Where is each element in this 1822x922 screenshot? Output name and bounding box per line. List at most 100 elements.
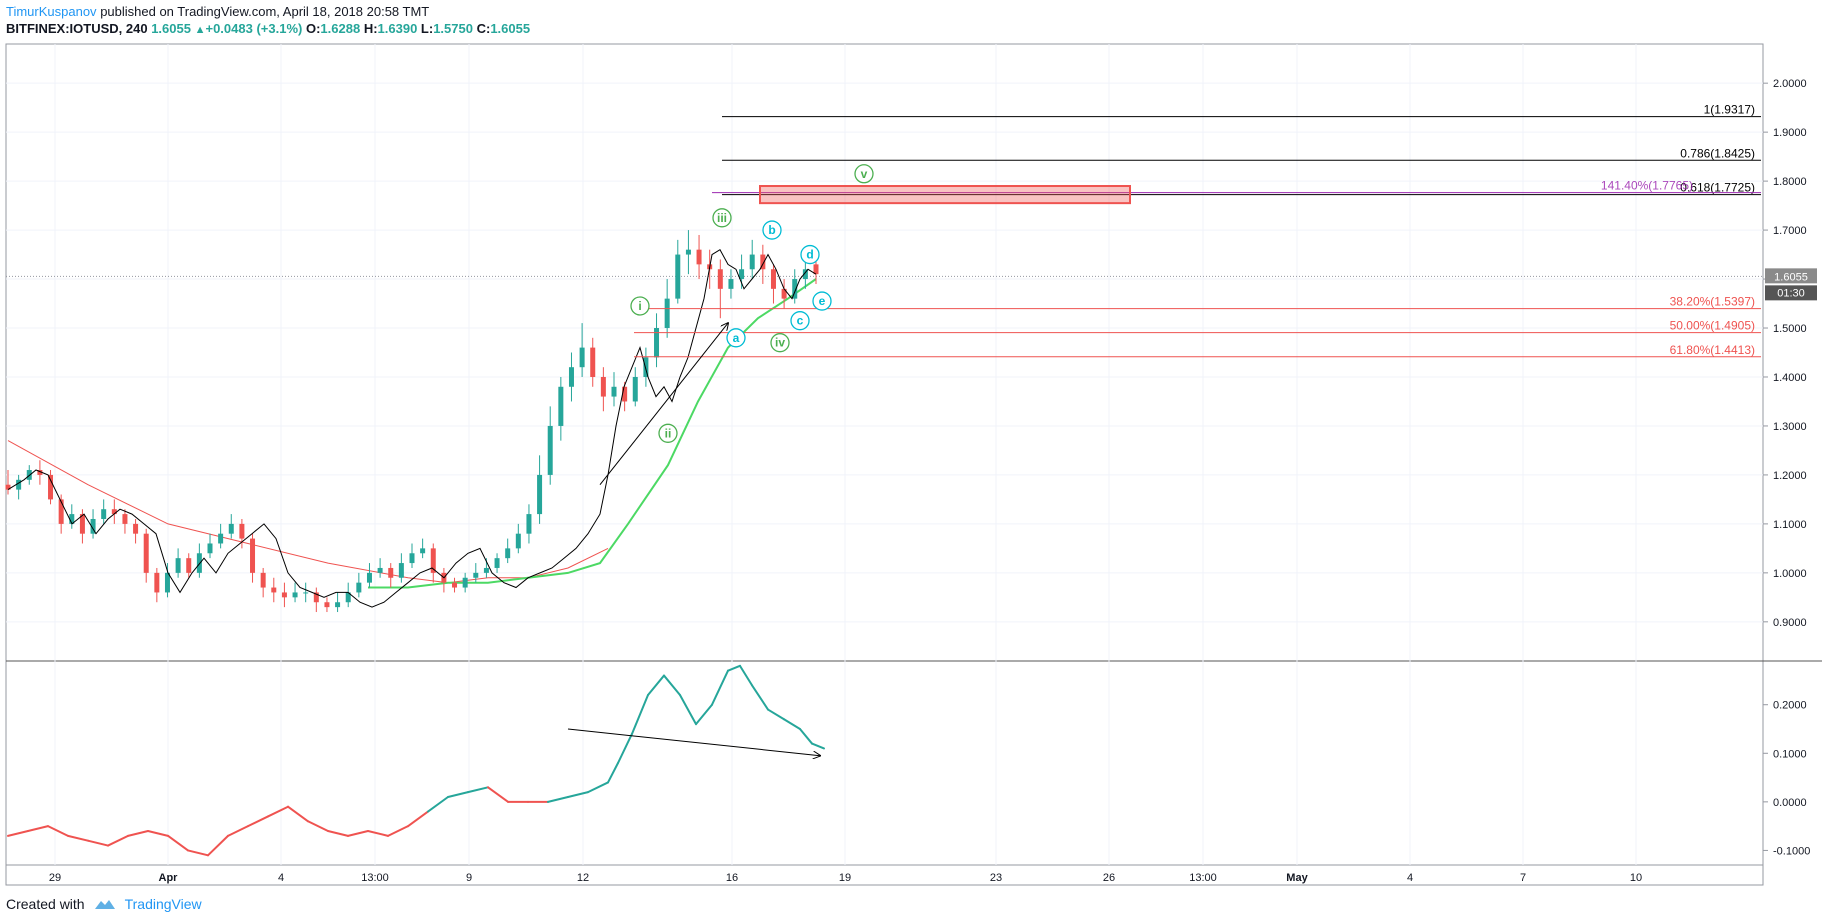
- open-value: 1.6288: [320, 21, 361, 36]
- candle-body: [462, 577, 468, 588]
- wave-label-green-label: i: [638, 299, 641, 313]
- footer: Created with TradingView: [6, 896, 202, 912]
- fib-level-label: 38.20%(1.5397): [1670, 295, 1755, 309]
- wave-label-green-label: iii: [717, 211, 727, 225]
- candle-body: [143, 533, 149, 573]
- candle-body: [792, 279, 798, 299]
- candle-body: [717, 269, 723, 289]
- osc-segment: [427, 796, 449, 813]
- time-tick-label: 9: [466, 872, 472, 884]
- osc-segment: [227, 825, 249, 837]
- target-level-label: 1(1.9317): [1704, 103, 1755, 117]
- created-with-text: Created with: [6, 896, 85, 912]
- price-tick-label: 1.4000: [1773, 372, 1807, 384]
- price-tick-label: 1.9000: [1773, 127, 1807, 139]
- candle-body: [154, 572, 160, 593]
- osc-segment: [307, 820, 329, 832]
- candle-body: [239, 523, 245, 539]
- candle-body: [164, 572, 170, 593]
- extension-label: 141.40%(1.7765): [1601, 179, 1693, 193]
- osc-tick-label: 0.2000: [1773, 700, 1807, 712]
- wave-label-cyan-circle: [812, 291, 832, 311]
- candle-body: [685, 249, 691, 255]
- price-tick-label: 1.7000: [1773, 225, 1807, 237]
- time-tick-label: 26: [1103, 872, 1115, 884]
- time-tick-label: 19: [839, 872, 851, 884]
- candle-body: [452, 582, 458, 588]
- osc-segment: [387, 825, 409, 837]
- osc-segment: [367, 830, 389, 837]
- osc-segment: [327, 830, 349, 837]
- last-price: 1.6055: [151, 21, 191, 36]
- last-price-tag-label: 1.6055: [1774, 271, 1808, 283]
- time-tick-label: May: [1286, 872, 1308, 884]
- candle-body: [813, 264, 819, 275]
- candle-body: [101, 509, 107, 519]
- osc-segment: [107, 834, 129, 847]
- candle-body: [111, 509, 117, 515]
- divergence-arrow: [567, 728, 820, 756]
- time-tick-label: 16: [726, 872, 738, 884]
- wave-label-cyan-circle: [800, 244, 820, 265]
- osc-segment: [811, 742, 825, 750]
- osc-segment: [617, 732, 633, 764]
- time-tick-label: 13:00: [1189, 872, 1217, 884]
- wave-label-cyan-label: c: [797, 314, 804, 328]
- candle-body: [186, 558, 192, 573]
- candle-body: [356, 582, 362, 593]
- wave-label-cyan-circle: [762, 220, 782, 240]
- symbol-line: BITFINEX:IOTUSD, 240 1.6055 ▲+0.0483 (+3…: [6, 21, 530, 36]
- time-tick-label: 4: [1407, 872, 1413, 884]
- target-level-label: 0.786(1.8425): [1680, 146, 1755, 160]
- candle-body: [505, 548, 511, 559]
- osc-segment: [739, 664, 753, 687]
- osc-segment: [711, 669, 729, 706]
- candle-body: [622, 386, 628, 402]
- price-tick-label: 1.8000: [1773, 176, 1807, 188]
- candle-body: [632, 376, 638, 402]
- time-tick-label: 23: [990, 872, 1002, 884]
- wave-label-green-circle: [854, 164, 874, 184]
- candle-body: [558, 386, 564, 426]
- candle-body: [781, 288, 787, 299]
- candle-body: [175, 558, 181, 573]
- candle-body: [664, 298, 670, 329]
- last-price-tag: [1765, 268, 1817, 284]
- osc-segment: [407, 810, 429, 828]
- candle-body: [250, 538, 256, 573]
- osc-segment: [695, 703, 713, 726]
- high-value: 1.6390: [377, 21, 418, 36]
- high-label: H:: [363, 21, 378, 36]
- candle-body: [133, 523, 139, 534]
- osc-segment: [287, 805, 309, 823]
- osc-segment: [631, 694, 649, 735]
- candle-body: [303, 592, 309, 594]
- osc-segment: [27, 825, 49, 832]
- wave-label-green-circle: [658, 423, 678, 443]
- wave-label-green-label: iv: [775, 336, 785, 350]
- osc-segment: [467, 786, 489, 794]
- candle-body: [5, 484, 11, 490]
- countdown-label: 01:30: [1777, 287, 1805, 299]
- osc-segment: [767, 708, 785, 721]
- up-arrow-icon: ▲: [194, 24, 206, 36]
- candle-body: [494, 558, 500, 568]
- osc-segment: [587, 781, 609, 794]
- osc-segment: [267, 805, 289, 818]
- osc-segment: [127, 830, 149, 837]
- candle-body: [728, 279, 734, 289]
- tradingview-link[interactable]: TradingView: [124, 896, 202, 912]
- candle-body: [79, 514, 85, 534]
- wave-label-green-label: v: [861, 167, 868, 181]
- candle-body: [90, 518, 96, 534]
- author-link[interactable]: TimurKuspanov: [6, 4, 97, 19]
- wave-label-cyan-label: a: [733, 331, 740, 345]
- osc-segment: [167, 834, 189, 852]
- osc-segment: [679, 694, 697, 726]
- ema-red-line: [7, 440, 609, 584]
- tradingview-logo-icon: [94, 900, 115, 909]
- publish-line: TimurKuspanov published on TradingView.c…: [6, 4, 429, 19]
- time-tick-label: Apr: [159, 872, 179, 884]
- ema-fast-line: [7, 248, 817, 608]
